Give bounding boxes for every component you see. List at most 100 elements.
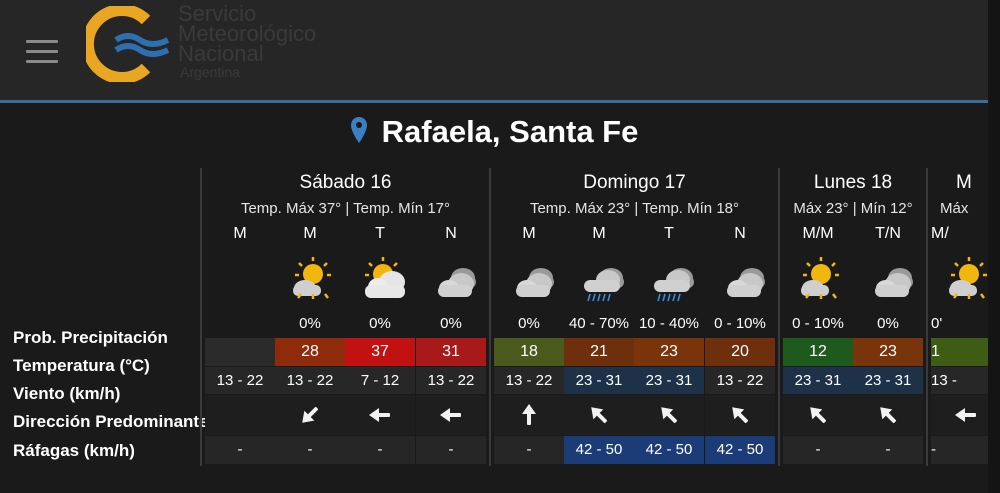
day-header: M (956, 172, 972, 193)
wind-gust-cell: 42 - 50 (564, 436, 634, 464)
sun-cloud-icon (783, 254, 853, 302)
cloud-rain-icon (634, 254, 704, 302)
wind-gust-cell: 42 - 50 (705, 436, 775, 464)
wind-speed-cell: 23 - 31 (853, 367, 923, 394)
wind-speed-cell: 23 - 31 (564, 367, 634, 394)
wind-gust-cell: - (494, 436, 564, 464)
precip-prob-value: 10 - 40% (638, 315, 700, 332)
precip-prob-value: 0% (369, 315, 391, 332)
wind-gust-cell: 42 - 50 (634, 436, 704, 464)
period-label: M (522, 225, 536, 242)
day-header: Lunes 18 (813, 172, 893, 193)
wind-gust-cell: - (275, 436, 345, 464)
arrow-left-icon (345, 395, 415, 435)
sun-cloud-icon (931, 254, 988, 302)
smn-logo[interactable] (86, 6, 174, 82)
wind-speed-cell: 13 - 22 (705, 367, 775, 394)
precip-prob-value: 0% (299, 315, 321, 332)
wind-gust-cell: - (345, 436, 415, 464)
period-label: T/N (875, 225, 901, 242)
header-divider (0, 100, 988, 103)
logo-line-4: Argentina (180, 64, 240, 80)
temperature-cell (205, 338, 275, 366)
logo-line-3: Nacional (178, 41, 264, 66)
period-label: N (445, 225, 457, 242)
wind-speed-cell: 7 - 12 (345, 367, 415, 394)
row-label-dir: Dirección Predominante (13, 412, 209, 431)
day-temp-range: Máx 23° | Mín 12° (793, 200, 913, 217)
wind-speed-cell: 23 - 31 (783, 367, 853, 394)
temperature-cell: 12 (783, 338, 853, 366)
row-label-gust: Ráfagas (km/h) (13, 441, 135, 460)
arrow-left-icon (416, 395, 486, 435)
scroll-edge (988, 0, 1000, 493)
precip-prob-value: 0 - 10% (792, 315, 844, 332)
arrow-up-left-icon (634, 395, 704, 435)
sun-cloud-icon (275, 254, 345, 302)
weather-icon-empty (205, 254, 275, 302)
day-divider (778, 168, 780, 466)
day-temp-range: Temp. Máx 23° | Temp. Mín 18° (529, 200, 740, 217)
logo-line-1: Servicio (178, 1, 257, 26)
cloudy-icon (494, 254, 564, 302)
wind-speed-cell: 13 - 22 (205, 367, 275, 394)
cloudy-night-icon (853, 254, 923, 302)
precip-prob-value: 40 - 70% (568, 315, 630, 332)
temperature-cell: 37 (345, 338, 415, 366)
day-temp-range: Temp. Máx 37° | Temp. Mín 17° (240, 200, 451, 217)
day-header: Sábado 16 (299, 172, 392, 193)
wind-gust-cell: - (205, 436, 275, 464)
precip-prob-value: 0% (440, 315, 462, 332)
day-header: Domingo 17 (583, 172, 686, 193)
cloudy-night-icon (416, 254, 486, 302)
precip-prob-value: 0% (518, 315, 540, 332)
period-label: T (664, 225, 674, 242)
arrow-up-left-icon (853, 395, 923, 435)
arrow-left-icon (931, 395, 988, 435)
temperature-cell: 18 (494, 338, 564, 366)
day-divider (200, 168, 202, 466)
location-title: Rafaela, Santa Fe (0, 114, 988, 150)
logo-line-2: Meteorológico (178, 21, 317, 46)
day-temp-range: Máx (940, 200, 969, 217)
temperature-cell: 21 (564, 338, 634, 366)
precip-prob-value: 0' (931, 315, 943, 332)
sun-behind-cloud-icon (345, 254, 415, 302)
precip-prob-value: 0 - 10% (714, 315, 766, 332)
menu-icon[interactable] (26, 40, 58, 64)
wind-gust-cell: - (783, 436, 853, 464)
cloudy-icon (705, 254, 775, 302)
wind-speed-cell: 13 - 22 (494, 367, 564, 394)
period-label: T (375, 225, 385, 242)
day-divider (489, 168, 491, 466)
wind-gust-cell: - (416, 436, 486, 464)
wind-gust-cell: - (853, 436, 923, 464)
period-label: M/M (802, 225, 834, 242)
row-label-prob: Prob. Precipitación (13, 328, 168, 347)
period-label: N (734, 225, 746, 242)
arrow-up-left-icon (705, 395, 775, 435)
temperature-cell: 20 (705, 338, 775, 366)
cloud-rain-icon (564, 254, 634, 302)
smn-logo-text: Servicio Meteorológico Nacional Argentin… (178, 1, 317, 81)
wind-speed-cell: 13 - 22 (275, 367, 345, 394)
wind-speed-cell: 13 - 22 (416, 367, 486, 394)
wind-direction-empty (205, 395, 275, 435)
arrow-up-icon (494, 395, 564, 435)
row-label-wind: Viento (km/h) (13, 384, 121, 403)
wind-gust-cell: - (931, 436, 988, 464)
temperature-cell: 23 (853, 338, 923, 366)
wind-speed-cell: 13 - (931, 367, 988, 394)
arrow-up-left-icon (783, 395, 853, 435)
arrow-down-left-icon (275, 395, 345, 435)
location-name: Rafaela, Santa Fe (381, 114, 639, 149)
row-label-temp: Temperatura (°C) (13, 356, 150, 375)
precip-prob-value: 0% (877, 315, 899, 332)
period-label: M (303, 225, 317, 242)
day-divider (926, 168, 928, 466)
temperature-cell: 31 (416, 338, 486, 366)
wind-speed-cell: 23 - 31 (634, 367, 704, 394)
temperature-cell: 28 (275, 338, 345, 366)
period-label: M/ (931, 225, 949, 242)
arrow-up-left-icon (564, 395, 634, 435)
